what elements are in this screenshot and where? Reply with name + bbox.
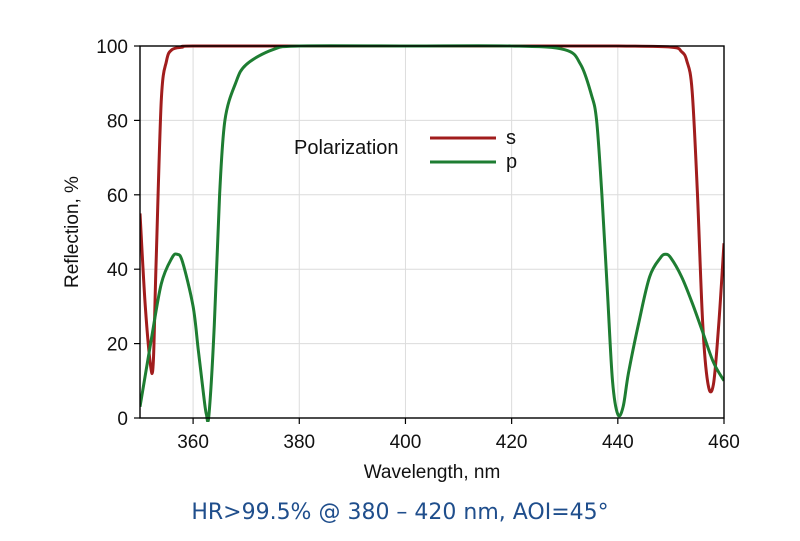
y-axis-label: Reflection, % (62, 176, 83, 288)
y-tick-label: 40 (107, 260, 128, 281)
series-line-p (140, 44, 724, 422)
legend-label-s: s (506, 127, 516, 149)
y-tick-label: 20 (107, 335, 128, 356)
legend-label-p: p (506, 151, 517, 173)
legend: Polarization sp (294, 127, 517, 173)
tick-labels: 360 380 400 420 440 460 0 20 40 60 80 100 (96, 37, 740, 453)
x-tick-label: 400 (390, 432, 422, 453)
y-tick-label: 80 (107, 111, 128, 132)
x-tick-label: 440 (602, 432, 634, 453)
y-tick-label: 60 (107, 186, 128, 207)
plot-frame (134, 45, 725, 424)
x-tick-label: 460 (708, 432, 740, 453)
y-tick-label: 0 (117, 409, 128, 430)
x-tick-label: 380 (283, 432, 315, 453)
x-tick-label: 420 (496, 432, 528, 453)
x-tick-label: 360 (177, 432, 209, 453)
plot-border (139, 45, 725, 419)
legend-title: Polarization (294, 137, 399, 159)
x-axis-label: Wavelength, nm (364, 462, 501, 483)
y-tick-label: 100 (96, 37, 128, 58)
series-layer (140, 44, 724, 422)
caption: HR>99.5% @ 380 – 420 nm, AOI=45° (191, 500, 609, 525)
